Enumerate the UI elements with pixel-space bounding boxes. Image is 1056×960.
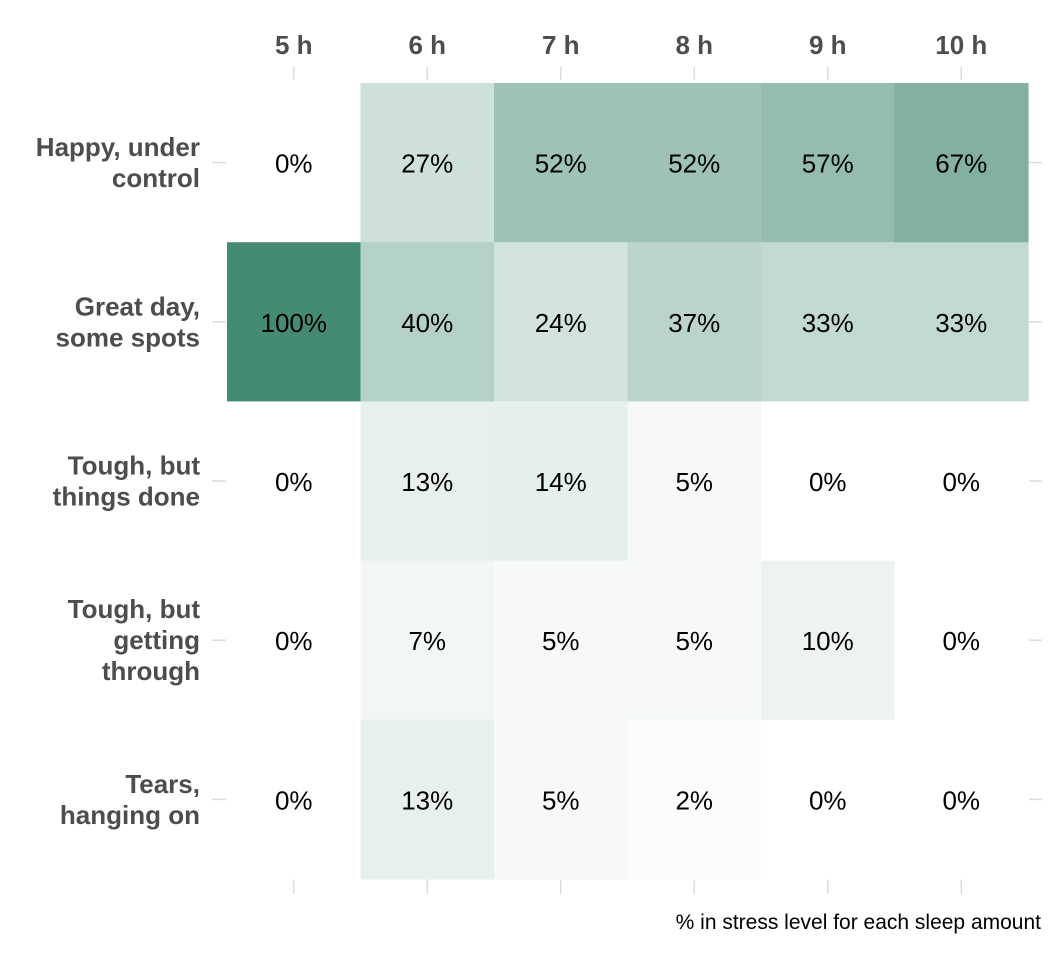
cell-value-label: 67% — [935, 149, 987, 179]
heatmap-cell-labels: 0% 27% 52% 52% 57% 67% 100% 40% 24% 37% 33% 33% 0% 13… — [261, 149, 988, 816]
y-tick-label-line: control — [112, 163, 200, 193]
y-tick-label: Tough, but getting through — [68, 594, 201, 686]
cell-value-label: 0% — [275, 626, 313, 656]
x-tick-label: 9 h — [809, 30, 847, 60]
y-tick-label: Happy, under control — [36, 132, 200, 193]
cell-value-label: 40% — [401, 308, 453, 338]
heatmap-cell — [761, 719, 896, 880]
heatmap-cell — [360, 560, 495, 721]
cell-value-label: 0% — [942, 467, 980, 497]
cell-value-label: 0% — [809, 785, 847, 815]
cell-value-label: 37% — [668, 308, 720, 338]
cell-value-label: 2% — [675, 785, 713, 815]
heatmap-cell — [627, 83, 762, 243]
cell-value-label: 52% — [535, 149, 587, 179]
x-tick-label: 10 h — [935, 30, 987, 60]
y-tick-label-line: getting — [113, 625, 200, 655]
y-tick-label-line: Tough, but — [68, 451, 201, 481]
y-tick-label-line: hanging on — [60, 800, 200, 830]
heatmap-cell — [494, 83, 629, 243]
y-axis-tick-labels: Happy, under control Great day, some spots T… — [36, 132, 201, 830]
cell-value-label: 10% — [802, 626, 854, 656]
cell-value-label: 0% — [275, 149, 313, 179]
heatmap-cell — [894, 83, 1029, 243]
cell-value-label: 5% — [542, 785, 580, 815]
heatmap-cell — [227, 560, 362, 721]
y-tick-label: Tears, hanging on — [60, 769, 200, 830]
heatmap-cell — [761, 401, 896, 562]
heatmap-cell — [227, 242, 362, 402]
cell-value-label: 13% — [401, 467, 453, 497]
heatmap-cell — [360, 719, 495, 880]
y-tick-label-line: Tears, — [125, 769, 200, 799]
cell-value-label: 33% — [935, 308, 987, 338]
heatmap-cell — [627, 560, 762, 721]
y-tick-label-line: some spots — [56, 322, 201, 352]
heatmap-cell — [227, 401, 362, 562]
heatmap-cell — [494, 401, 629, 562]
heatmap-cell — [360, 401, 495, 562]
heatmap-cell — [761, 560, 896, 721]
cell-value-label: 5% — [542, 626, 580, 656]
heatmap-cell — [627, 242, 762, 402]
heatmap-cell — [494, 560, 629, 721]
x-tick-label: 5 h — [275, 30, 313, 60]
x-tick-label: 7 h — [542, 30, 580, 60]
cell-value-label: 0% — [809, 467, 847, 497]
x-tick-label: 8 h — [675, 30, 713, 60]
cell-value-label: 0% — [275, 785, 313, 815]
y-tick-label-line: Tough, but — [68, 594, 201, 624]
cell-value-label: 13% — [401, 785, 453, 815]
y-tick-label: Tough, but things done — [53, 451, 201, 512]
cell-value-label: 0% — [942, 626, 980, 656]
heatmap-cell — [227, 719, 362, 880]
y-tick-label-line: Great day, — [75, 291, 200, 321]
cell-value-label: 57% — [802, 149, 854, 179]
heatmap-cells — [227, 83, 1029, 880]
chart-caption: % in stress level for each sleep amount — [676, 911, 1042, 934]
cell-value-label: 5% — [675, 467, 713, 497]
cell-value-label: 14% — [535, 467, 587, 497]
x-tick-label: 6 h — [408, 30, 446, 60]
heatmap-cell — [627, 401, 762, 562]
heatmap-cell — [494, 719, 629, 880]
heatmap-cell — [894, 242, 1029, 402]
heatmap-cell — [494, 242, 629, 402]
cell-value-label: 0% — [275, 467, 313, 497]
heatmap-cell — [360, 242, 495, 402]
heatmap-cell — [761, 242, 896, 402]
heatmap-cell — [894, 401, 1029, 562]
heatmap-cell — [894, 560, 1029, 721]
cell-value-label: 27% — [401, 149, 453, 179]
heatmap-cell — [227, 83, 362, 243]
y-tick-label-line: things done — [53, 482, 200, 512]
heatmap-cell — [894, 719, 1029, 880]
cell-value-label: 100% — [261, 308, 328, 338]
heatmap-cell — [761, 83, 896, 243]
cell-value-label: 0% — [942, 785, 980, 815]
cell-value-label: 52% — [668, 149, 720, 179]
cell-value-label: 7% — [408, 626, 446, 656]
y-tick-label: Great day, some spots — [56, 291, 201, 352]
cell-value-label: 24% — [535, 308, 587, 338]
axis-ticks — [212, 67, 1042, 894]
cell-value-label: 33% — [802, 308, 854, 338]
y-tick-label-line: through — [102, 656, 200, 686]
heatmap-cell — [360, 83, 495, 243]
y-tick-label-line: Happy, under — [36, 132, 200, 162]
x-axis-tick-labels: 5 h 6 h 7 h 8 h 9 h 10 h — [275, 30, 987, 60]
heatmap-cell — [627, 719, 762, 880]
cell-value-label: 5% — [675, 626, 713, 656]
